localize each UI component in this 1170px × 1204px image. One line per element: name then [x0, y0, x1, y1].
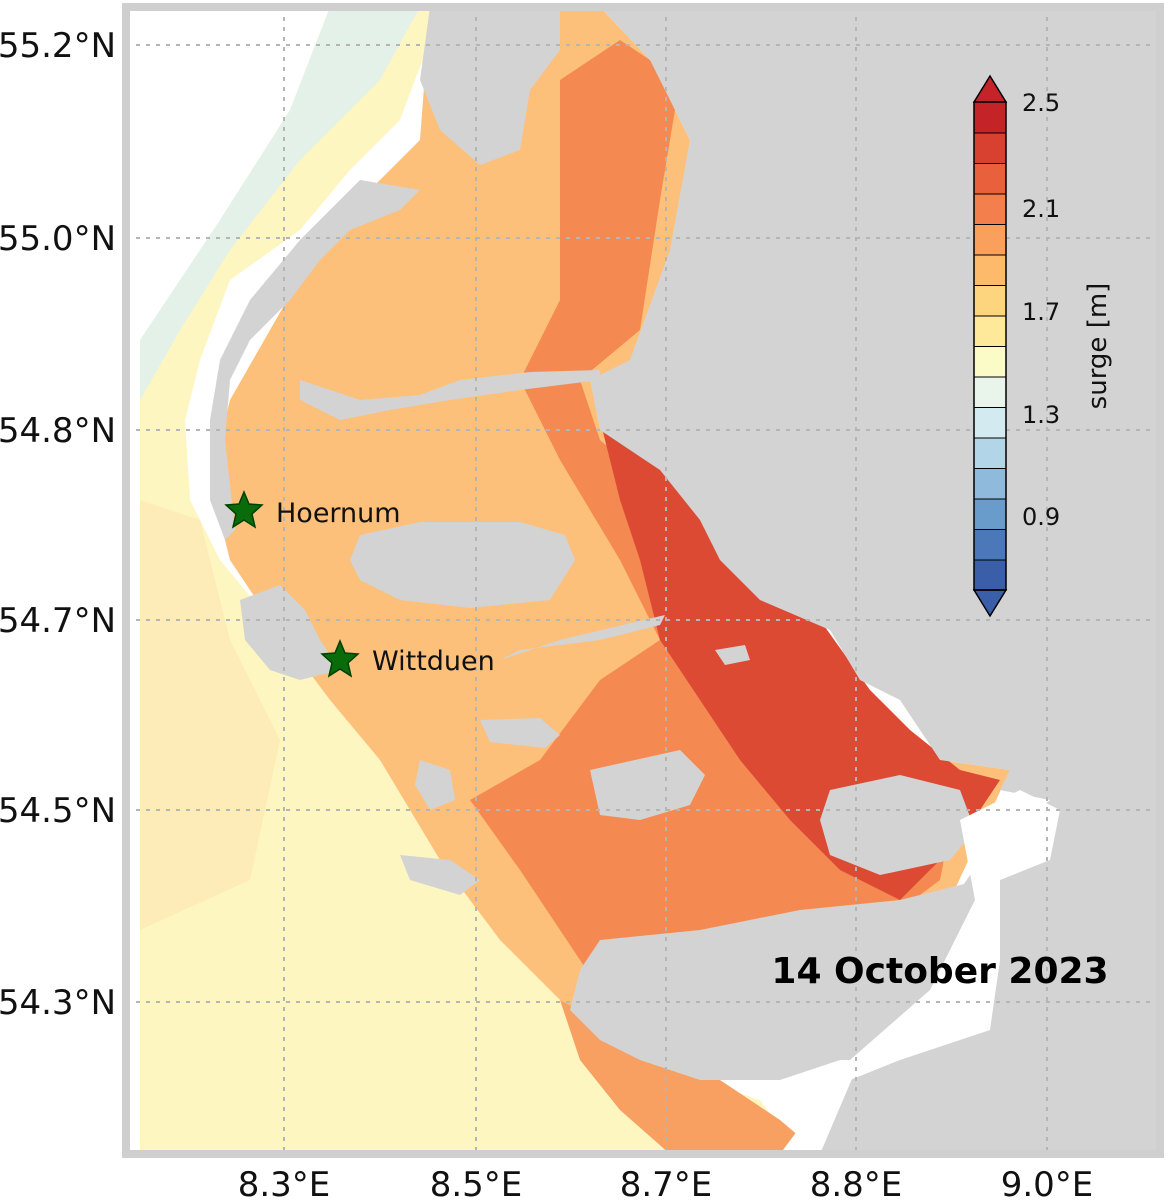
colorbar-tick-label: 2.5 [1022, 89, 1060, 117]
lat-label: 55.2°N [0, 26, 116, 66]
colorbar-segment [973, 315, 1007, 347]
colorbar-segment [973, 498, 1007, 530]
offshore-pale-band [140, 7, 420, 400]
colorbar-segment [973, 254, 1007, 286]
colorbar-segment [973, 406, 1007, 439]
lon-label: 9.0°E [1001, 1165, 1094, 1204]
lat-label: 54.5°N [0, 791, 116, 831]
lon-label: 8.3°E [238, 1165, 331, 1204]
star-icon [224, 490, 264, 529]
lon-label: 8.7°E [620, 1165, 713, 1204]
colorbar-outline [973, 101, 1007, 591]
colorbar: 2.5 2.1 1.7 1.3 0.9 surge [m] [972, 74, 1113, 618]
lon-label: 8.8°E [810, 1165, 903, 1204]
land-nordstrand [500, 615, 665, 660]
land-hallig-small-1 [480, 718, 560, 748]
colorbar-segment [973, 101, 1007, 134]
land-island-north [420, 7, 560, 165]
colorbar-segment [973, 345, 1007, 378]
land-island-foehr [350, 522, 575, 608]
colorbar-tick-label: 1.3 [1022, 401, 1060, 429]
land-hallig-small-2 [400, 855, 480, 895]
latitude-labels: 55.2°N 55.0°N 54.8°N 54.7°N 54.5°N 54.3°… [0, 26, 116, 1023]
station-wittduen: Wittduen [320, 639, 495, 678]
lon-label: 8.5°E [430, 1165, 523, 1204]
colorbar-tick-label: 2.1 [1022, 195, 1060, 223]
colorbar-segments [973, 101, 1007, 591]
colorbar-segment [973, 193, 1007, 225]
lat-label: 54.8°N [0, 411, 116, 451]
colorbar-segment [973, 437, 1007, 469]
land-island-pellworm [590, 750, 705, 820]
colorbar-ticks: 2.5 2.1 1.7 1.3 0.9 [1022, 89, 1060, 531]
lat-label: 54.7°N [0, 601, 116, 641]
colorbar-tick-label: 0.9 [1022, 503, 1060, 531]
colorbar-segment [973, 467, 1007, 500]
colorbar-segment [973, 223, 1007, 256]
map-frame [122, 3, 1164, 1158]
longitude-labels: 8.3°E 8.5°E 8.7°E 8.8°E 9.0°E [238, 1165, 1094, 1204]
land-hallig-small-3 [415, 760, 455, 810]
colorbar-segment [973, 559, 1007, 591]
out-of-domain-area [780, 790, 1060, 1154]
offshore-surge-field [140, 7, 800, 1154]
colorbar-segment [973, 376, 1007, 408]
land-sylt-east-arm [300, 370, 600, 420]
colorbar-segment [973, 132, 1007, 164]
date-label: 14 October 2023 [771, 951, 1108, 992]
station-label: Wittduen [372, 646, 495, 677]
colorbar-tick-label: 1.7 [1022, 298, 1060, 326]
colorbar-segment [973, 162, 1007, 195]
offshore-west-band [140, 500, 280, 930]
colorbar-segment [973, 284, 1007, 317]
star-icon [320, 639, 360, 678]
lat-label: 55.0°N [0, 219, 116, 259]
station-hoernum: Hoernum [224, 490, 401, 529]
lat-label: 54.3°N [0, 983, 116, 1023]
land-hallig-east [820, 775, 975, 875]
land-hallig-small-4 [715, 645, 750, 665]
land-island-amrum [240, 585, 340, 680]
colorbar-segment [973, 528, 1007, 561]
colorbar-label: surge [m] [1083, 283, 1113, 410]
station-label: Hoernum [276, 498, 401, 529]
